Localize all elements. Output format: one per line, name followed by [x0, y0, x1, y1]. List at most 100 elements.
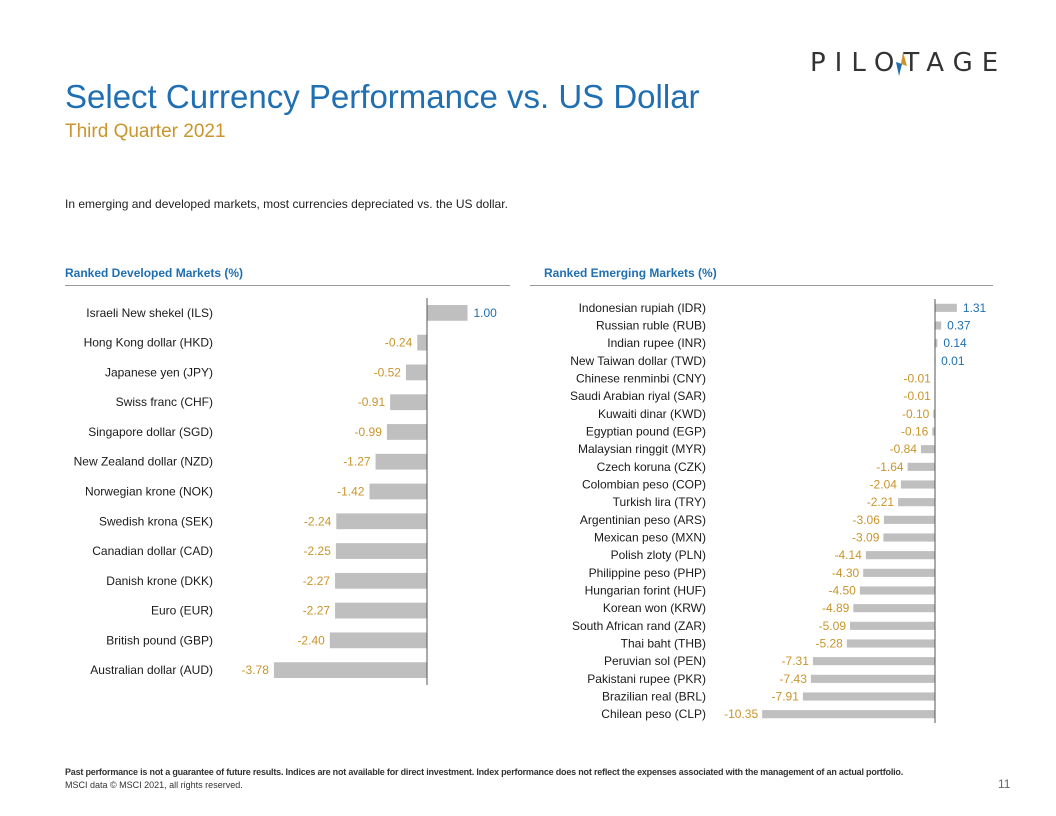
developed-data-label: -0.24 — [385, 336, 413, 350]
emerging-category-label: Brazilian real (BRL) — [602, 690, 706, 704]
source-text: MSCI data © MSCI 2021, all rights reserv… — [65, 780, 243, 790]
developed-bar — [386, 424, 427, 440]
emerging-category-label: Pakistani rupee (PKR) — [587, 672, 706, 686]
emerging-bar — [883, 533, 935, 542]
emerging-category-label: Polish zloty (PLN) — [611, 548, 706, 562]
developed-data-label: -2.27 — [303, 604, 331, 618]
emerging-bar — [932, 427, 935, 436]
emerging-data-label: -0.16 — [901, 425, 929, 439]
developed-category-label: Japanese yen (JPY) — [105, 365, 213, 379]
developed-bar — [335, 572, 427, 589]
developed-data-label: 1.00 — [474, 306, 498, 320]
emerging-category-label: Korean won (KRW) — [603, 601, 706, 615]
developed-category-label: New Zealand dollar (NZD) — [74, 455, 213, 469]
emerging-bar — [900, 480, 935, 489]
emerging-data-label: 1.31 — [963, 301, 987, 315]
emerging-bar — [920, 445, 935, 454]
emerging-category-label: Egyptian pound (EGP) — [586, 425, 706, 439]
emerging-category-label: Hungarian forint (HUF) — [585, 584, 706, 598]
disclaimer-text: Past performance is not a guarantee of f… — [65, 767, 904, 777]
developed-bar — [335, 543, 428, 559]
developed-category-label: Norwegian krone (NOK) — [85, 485, 213, 499]
emerging-data-label: -2.04 — [870, 478, 898, 492]
emerging-category-label: Philippine peso (PHP) — [589, 566, 706, 580]
emerging-bar — [810, 674, 935, 683]
emerging-bar — [935, 303, 957, 312]
emerging-category-label: Thai baht (THB) — [621, 637, 706, 651]
developed-category-label: Israeli New shekel (ILS) — [86, 306, 213, 320]
emerging-category-label: Turkish lira (TRY) — [613, 495, 706, 509]
developed-data-label: -1.42 — [337, 485, 365, 499]
emerging-data-label: -5.09 — [819, 619, 847, 633]
emerging-bar — [865, 551, 935, 560]
emerging-data-label: -0.01 — [903, 372, 931, 386]
emerging-bar — [883, 515, 935, 524]
emerging-data-label: -0.01 — [903, 389, 931, 403]
emerging-bar — [853, 604, 935, 613]
developed-bar — [335, 602, 427, 619]
emerging-bar — [863, 568, 935, 577]
developed-bar — [375, 453, 427, 470]
developed-category-label: Australian dollar (AUD) — [90, 663, 213, 677]
developed-category-label: Swiss franc (CHF) — [116, 395, 213, 409]
emerging-bar — [812, 657, 935, 666]
page-title: Select Currency Performance vs. US Dolla… — [65, 78, 700, 115]
developed-data-label: -2.40 — [297, 633, 325, 647]
emerging-chart-title: Ranked Emerging Markets (%) — [544, 266, 717, 280]
emerging-data-label: -4.30 — [832, 566, 860, 580]
emerging-data-label: -3.06 — [853, 513, 881, 527]
developed-title-rule — [65, 285, 510, 286]
compass-needle-icon — [896, 52, 907, 76]
emerging-data-label: -4.50 — [828, 584, 856, 598]
developed-category-label: British pound (GBP) — [106, 633, 213, 647]
developed-bar — [329, 632, 427, 649]
emerging-category-label: Kuwaiti dinar (KWD) — [598, 407, 706, 421]
emerging-category-label: South African rand (ZAR) — [572, 619, 706, 633]
developed-data-label: -0.91 — [358, 395, 386, 409]
emerging-category-label: Argentinian peso (ARS) — [580, 513, 706, 527]
emerging-category-label: Colombian peso (COP) — [582, 478, 706, 492]
developed-data-label: -2.27 — [303, 574, 331, 588]
developed-chart-title: Ranked Developed Markets (%) — [65, 266, 244, 280]
emerging-bar — [846, 639, 935, 648]
emerging-category-label: Indonesian rupiah (IDR) — [579, 301, 706, 315]
developed-data-label: -2.24 — [304, 514, 332, 528]
emerging-category-label: Malaysian ringgit (MYR) — [578, 442, 706, 456]
developed-bar — [417, 334, 427, 351]
emerging-data-label: -7.91 — [772, 690, 800, 704]
developed-bar — [273, 662, 427, 679]
emerging-data-label: 0.14 — [943, 336, 967, 350]
emerging-data-label: -2.21 — [867, 495, 895, 509]
emerging-data-label: -0.84 — [890, 442, 918, 456]
emerging-data-label: -3.09 — [852, 531, 880, 545]
emerging-category-label: Chilean peso (CLP) — [601, 707, 706, 721]
emerging-bar — [859, 586, 935, 595]
emerging-category-label: Peruvian sol (PEN) — [604, 654, 706, 668]
emerging-data-label: -10.35 — [724, 707, 758, 721]
emerging-category-label: Russian ruble (RUB) — [596, 319, 706, 333]
emerging-bar — [935, 321, 942, 330]
emerging-category-label: Chinese renminbi (CNY) — [576, 372, 706, 386]
developed-data-label: -3.78 — [242, 663, 270, 677]
developed-category-label: Canadian dollar (CAD) — [92, 544, 213, 558]
emerging-category-label: Saudi Arabian riyal (SAR) — [570, 389, 706, 403]
developed-category-label: Swedish krona (SEK) — [99, 514, 213, 528]
developed-data-label: -0.99 — [355, 425, 383, 439]
developed-category-label: Singapore dollar (SGD) — [88, 425, 213, 439]
emerging-title-rule — [530, 285, 993, 286]
emerging-data-label: -4.14 — [835, 548, 863, 562]
developed-bar — [369, 483, 427, 500]
emerging-bar — [933, 409, 935, 418]
developed-bar — [427, 305, 468, 321]
emerging-category-label: Mexican peso (MXN) — [594, 531, 706, 545]
emerging-data-label: 0.01 — [941, 354, 965, 368]
emerging-data-label: 0.37 — [947, 319, 971, 333]
intro-text: In emerging and developed markets, most … — [65, 197, 508, 211]
emerging-bar — [762, 710, 935, 719]
emerging-category-label: Indian rupee (INR) — [607, 336, 706, 350]
developed-category-label: Hong Kong dollar (HKD) — [84, 336, 213, 350]
emerging-category-label: Czech koruna (CZK) — [597, 460, 706, 474]
developed-category-label: Danish krone (DKK) — [106, 574, 213, 588]
